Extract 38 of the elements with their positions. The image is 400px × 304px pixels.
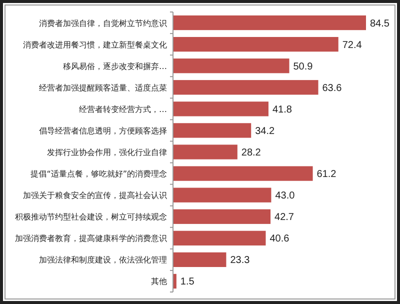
data-label: 28.2 xyxy=(241,148,262,158)
bar xyxy=(173,15,366,30)
bar xyxy=(173,209,271,224)
bar xyxy=(173,144,238,160)
bar xyxy=(173,102,268,116)
data-label: 41.8 xyxy=(272,104,292,116)
y-tick-label: 发挥行业协会作用，强化行业自律 xyxy=(47,148,167,157)
y-tick-label: 加强法律和制度建设，依法强化管理 xyxy=(39,256,167,265)
data-label: 50.9 xyxy=(293,61,314,72)
bar xyxy=(173,166,313,181)
y-tick-label: 移风易俗，逐步改变和摒弃… xyxy=(63,62,167,71)
data-label: 23.3 xyxy=(230,255,250,266)
bar xyxy=(173,123,252,138)
bar xyxy=(173,252,226,268)
data-label: 43.0 xyxy=(275,190,296,202)
bar xyxy=(173,58,290,74)
data-label: 1.5 xyxy=(180,276,195,288)
y-tick-label: 加强关于粮食安全的宣传，提高社会认识 xyxy=(23,191,167,200)
data-label: 61.2 xyxy=(316,169,337,180)
y-tick-label: 加强消费者教育，提高健康科学的消费意识 xyxy=(15,234,167,244)
data-label: 84.5 xyxy=(370,18,390,30)
data-label: 34.2 xyxy=(255,126,276,137)
y-tick-label: 消费者改进用餐习惯，建立新型餐桌文化 xyxy=(23,40,167,50)
y-tick-label: 提倡“适量点餐，够吃就好”的消费理念 xyxy=(30,170,167,179)
data-label: 63.6 xyxy=(322,82,342,94)
y-tick-label: 倡导经营者信息透明，方便顾客选择 xyxy=(39,126,167,136)
data-label: 42.7 xyxy=(274,212,294,224)
data-label: 40.6 xyxy=(270,234,290,245)
bar xyxy=(173,230,266,246)
bar xyxy=(173,188,272,202)
y-tick-label: 积极推动节约型社会建设，树立可持续观念 xyxy=(15,212,167,222)
y-tick-label: 经营者转变经营方式，… xyxy=(79,104,167,114)
bar xyxy=(173,36,338,52)
y-tick-label: 其他 xyxy=(151,277,167,286)
y-tick-label: 经营者加强提醒顾客适量、适度点菜 xyxy=(39,83,167,92)
y-tick-label: 消费者加强自律，自觉树立节约意识 xyxy=(39,18,167,28)
data-label: 72.4 xyxy=(342,40,362,51)
bar xyxy=(173,80,318,95)
